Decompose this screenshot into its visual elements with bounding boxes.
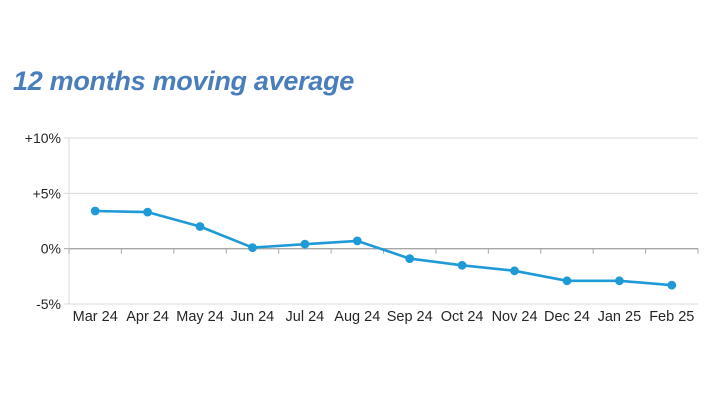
data-point: [90, 206, 100, 216]
x-tick-label: Feb 25: [649, 309, 694, 325]
x-tick-label: Aug 24: [334, 309, 380, 325]
data-point: [667, 280, 677, 290]
y-tick-label: +10%: [25, 130, 61, 146]
data-point: [405, 254, 415, 263]
chart-title: 12 months moving average: [13, 66, 354, 96]
data-point: [300, 239, 310, 249]
y-tick-label: +5%: [33, 185, 61, 201]
data-point: [352, 236, 362, 246]
data-point: [195, 222, 205, 231]
x-tick-label: Sep 24: [387, 309, 433, 325]
y-tick-label: -5%: [36, 296, 61, 312]
data-point: [615, 276, 624, 286]
x-tick-label: Oct 24: [441, 309, 484, 325]
series-line: [93, 209, 674, 287]
x-tick-label: Nov 24: [492, 309, 538, 325]
data-point: [143, 207, 153, 217]
data-point: [248, 243, 257, 253]
x-tick-label: Jan 25: [598, 309, 642, 325]
x-tick-label: Mar 24: [73, 309, 118, 325]
data-point: [562, 276, 572, 286]
data-point: [510, 266, 519, 276]
x-tick-label: Apr 24: [126, 309, 169, 325]
data-point: [457, 260, 467, 270]
y-tick-label: 0%: [41, 241, 61, 257]
x-tick-label: Jul 24: [286, 309, 325, 325]
x-tick-label: Dec 24: [544, 309, 590, 325]
x-tick-label: Jun 24: [231, 309, 275, 325]
x-tick-label: May 24: [176, 309, 224, 325]
